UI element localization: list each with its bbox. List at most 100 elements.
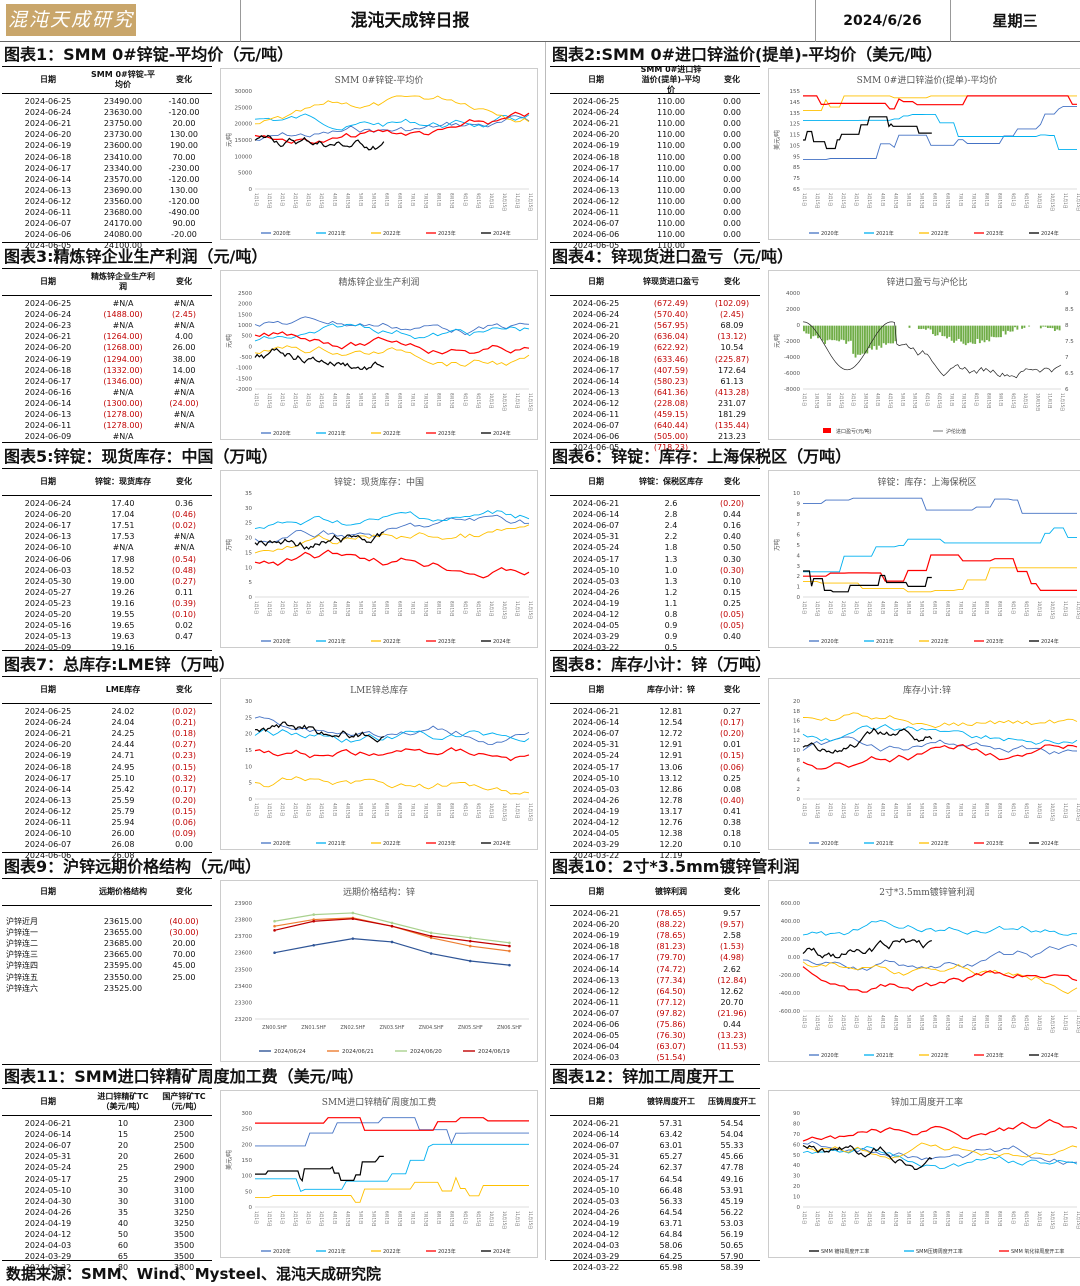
table-rule <box>2 1088 212 1089</box>
y-tick-label: 6 <box>797 768 801 774</box>
x-tick-label: 8月1日 <box>985 803 990 816</box>
x-tick-label: 1月1日 <box>802 1211 807 1224</box>
table-cell: 沪锌连一 <box>6 928 38 938</box>
table-cell: 172.64 <box>718 365 746 375</box>
x-tick-label: 5月1日 <box>906 601 911 614</box>
x-tick-label: ZN04.SHF <box>419 1025 444 1031</box>
x-tick-label: 11月15日 <box>528 803 533 821</box>
x-tick-label: 6月15日 <box>946 193 951 209</box>
table-cell: 2024-06-11 <box>572 410 620 419</box>
table-cell: (0.20) <box>719 499 745 508</box>
chart-plot: 600.00 400.00 200.00 0.00 -200.00 -400.00 -600… <box>779 901 1080 1059</box>
table-rule <box>550 268 760 269</box>
table-cell: (30.00) <box>169 928 199 938</box>
table-cell: 24.95 <box>111 762 135 772</box>
series-line <box>802 1144 933 1170</box>
table-row: 2024-04-30 30 3100 <box>2 1196 212 1207</box>
x-tick-label: 4月1日 <box>880 803 885 816</box>
series-line <box>254 510 530 530</box>
table-row: 2024-06-24 (1488.00) (2.45) <box>2 309 212 320</box>
chart-plot: 155 145 135 125 115 105 95 85 75 65 美元/吨 1月1日 1月15日 2… <box>773 89 1080 237</box>
table-cell: 58.06 <box>659 1241 683 1251</box>
table-row: 2024-04-19 13.17 0.41 <box>550 806 760 817</box>
table-row: 2024-04-26 12.78 (0.40) <box>550 795 760 806</box>
bar <box>983 325 986 343</box>
y-tick-label: -4000 <box>784 355 800 361</box>
table-cell: 2024-06-14 <box>572 376 620 386</box>
bar <box>1004 325 1007 335</box>
table-cell: (0.18) <box>171 729 197 739</box>
x-tick-label: 9月1日 <box>463 193 468 206</box>
table-row: 2024-06-11 (459.15) 181.29 <box>550 409 760 420</box>
x-tick-label: 1月15日 <box>267 193 272 209</box>
y-tick-label: 20 <box>245 732 252 738</box>
table-row: 2024-06-14 63.42 54.04 <box>550 1129 760 1140</box>
x-tick-label: 11月1日 <box>1048 393 1053 409</box>
table-cell: (135.44) <box>714 421 750 431</box>
x-tick-label: 9月15日 <box>1024 193 1029 209</box>
data-table: 日期 镀锌周度开工 压铸周度开工 2024-06-21 57.31 54.54 2024-0… <box>550 1088 760 1272</box>
table-cell: 26.08 <box>111 851 135 861</box>
x-tick-label: 6月15日 <box>398 1211 403 1227</box>
x-tick-label: 8月1日 <box>437 193 442 206</box>
table-rule <box>550 242 760 243</box>
table-cell: 23595.00 <box>103 961 143 971</box>
legend-label: 2021年 <box>328 430 346 437</box>
bar <box>1021 325 1024 329</box>
legend-label: 进口盈亏(元/吨) <box>836 428 872 435</box>
table-row: 2024-04-26 35 3250 <box>2 1207 212 1218</box>
table-cell: 2024-03-29 <box>572 632 620 642</box>
y-tick-label: 90 <box>793 1111 800 1117</box>
y-tick-label: 145 <box>790 100 801 106</box>
bar <box>1023 325 1026 328</box>
table-cell: 2024-06-13 <box>572 185 620 195</box>
x-tick-label: 7月1日 <box>959 1015 964 1028</box>
y-tick-label: 2 <box>797 574 801 580</box>
legend-label: 2024年 <box>1041 230 1059 237</box>
x-tick-label: 2月15日 <box>841 803 846 819</box>
x-tick-label: 1月1日 <box>254 1211 259 1224</box>
table-row: 2024-06-10 #N/A #N/A <box>2 542 212 553</box>
table-row: 2024-06-24 (570.40) (2.45) <box>550 309 760 320</box>
table-header: 变化 <box>724 277 740 286</box>
table-row: 2024-04-05 0.9 (0.05) <box>550 620 760 631</box>
table-row: 2024-03-22 0.5 <box>550 642 760 653</box>
legend-label: 2023年 <box>986 1052 1004 1059</box>
x-tick-label: 8月15日 <box>998 1015 1003 1031</box>
legend-label: 2022年 <box>383 230 401 237</box>
table-row: 2024-06-03 (51.54) <box>550 1052 760 1063</box>
table-row: 2024-06-13 17.53 #N/A <box>2 531 212 542</box>
table-row: 2024-04-03 60 3500 <box>2 1240 212 1251</box>
table-cell: 2024-06-14 <box>572 964 620 974</box>
series-line <box>254 331 530 355</box>
x-tick-label: 11月15日 <box>1076 193 1080 211</box>
y-tick-label: 25000 <box>235 105 253 111</box>
table-cell: 90.00 <box>172 219 196 229</box>
table-row: 2024-06-07 (97.82) (21.96) <box>550 1008 760 1019</box>
table-cell: 3500 <box>173 1252 195 1262</box>
table-cell: 23560.00 <box>103 196 143 206</box>
table-rule <box>2 66 212 67</box>
table-cell: 0.00 <box>723 163 741 173</box>
x-tick-label: 10月1日 <box>489 803 494 819</box>
table-row: 2024-06-13 23690.00 130.00 <box>2 185 212 196</box>
y-tick-label: -6000 <box>784 371 800 377</box>
chart-plot: 35 30 25 20 15 10 5 0 万吨 1月1日 1月15日 2月1日 2月15日 3月1日 3月… <box>225 491 533 645</box>
y-tick-label: 500 <box>242 334 253 340</box>
table-cell: 23410.00 <box>103 152 143 162</box>
table-cell: 64.25 <box>659 1252 683 1262</box>
table-cell: 12.81 <box>659 707 683 716</box>
table-row: 2024-06-20 (1268.00) 26.00 <box>2 342 212 353</box>
table-cell: 12.20 <box>659 840 683 850</box>
x-tick-label: 4月15日 <box>893 601 898 617</box>
bar <box>908 325 911 328</box>
table-cell: 19.16 <box>111 643 135 653</box>
table-cell: 17.40 <box>111 499 135 508</box>
table-row: 2024-05-10 1.0 (0.30) <box>550 565 760 576</box>
y-axis-label: 元/吨 <box>225 133 233 147</box>
x-tick-label: 3月15日 <box>867 1015 872 1031</box>
x-tick-label: 9月15日 <box>476 1211 481 1227</box>
x-tick-label: 1月15日 <box>815 1015 820 1031</box>
x-tick-label: 5月1日 <box>358 1211 363 1224</box>
